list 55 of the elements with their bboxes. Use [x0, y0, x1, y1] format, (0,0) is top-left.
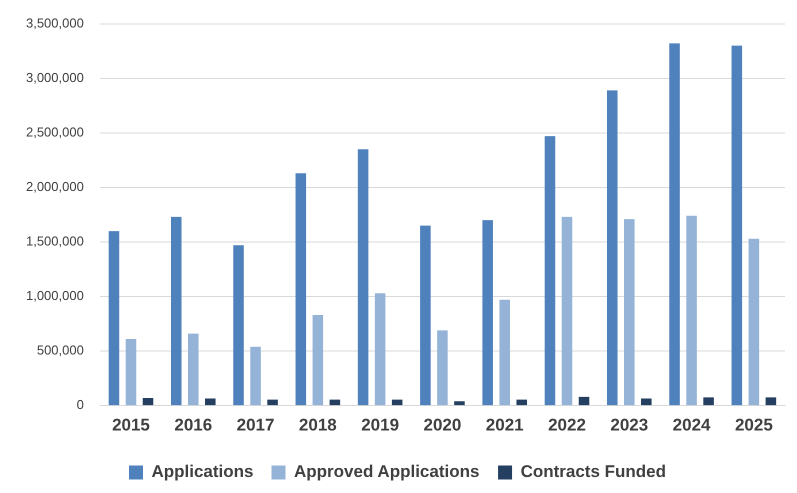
x-tick-label: 2020 [424, 415, 462, 434]
bar [732, 46, 742, 406]
bar [766, 397, 776, 406]
bar [170, 216, 182, 406]
x-tick-label: 2024 [672, 415, 712, 434]
bar [624, 219, 635, 406]
legend-label: Applications [151, 462, 254, 482]
x-tick-label: 2016 [174, 415, 212, 434]
y-tick-label: 0 [76, 397, 84, 412]
y-tick-label: 1,500,000 [26, 234, 84, 249]
bar [233, 245, 244, 406]
bar [437, 330, 448, 406]
y-tick-label: 500,000 [36, 342, 84, 358]
x-tick-label: 2017 [236, 415, 274, 434]
bar [454, 401, 465, 406]
bar [499, 300, 510, 406]
bar [606, 90, 618, 406]
bar [126, 339, 136, 406]
bar [578, 396, 590, 406]
bar [205, 398, 216, 406]
bar [669, 43, 680, 406]
bar [312, 315, 324, 406]
bar [330, 400, 340, 406]
bar [188, 334, 199, 406]
bar [108, 231, 120, 406]
bar [516, 400, 528, 406]
bar [296, 173, 306, 406]
bar [374, 293, 386, 406]
bar [420, 226, 431, 406]
bar [482, 220, 493, 406]
y-tick-label: 2,000,000 [26, 179, 84, 194]
bar [267, 400, 278, 406]
x-tick-label: 2023 [610, 415, 648, 434]
bar [358, 149, 368, 406]
bar [703, 397, 714, 406]
x-tick-label: 2019 [361, 415, 400, 434]
x-tick-label: 2018 [298, 415, 337, 434]
legend-label: Contracts Funded [520, 462, 666, 482]
legend-label: Approved Applications [294, 462, 480, 482]
bar [250, 346, 261, 406]
x-tick-label: 2022 [548, 415, 586, 434]
bar [641, 398, 652, 406]
x-tick-label: 2021 [486, 415, 524, 434]
y-tick-label: 2,500,000 [26, 124, 84, 140]
x-tick-label: 2025 [734, 415, 773, 434]
x-tick-label: 2015 [112, 415, 150, 434]
bar [686, 216, 697, 406]
bar [544, 136, 556, 406]
y-tick-label: 3,500,000 [26, 15, 84, 30]
bar [142, 398, 154, 406]
bar [748, 238, 760, 406]
y-tick-label: 1,000,000 [26, 288, 84, 304]
bar [392, 400, 402, 406]
bar [562, 216, 572, 406]
y-tick-label: 3,000,000 [26, 70, 84, 85]
